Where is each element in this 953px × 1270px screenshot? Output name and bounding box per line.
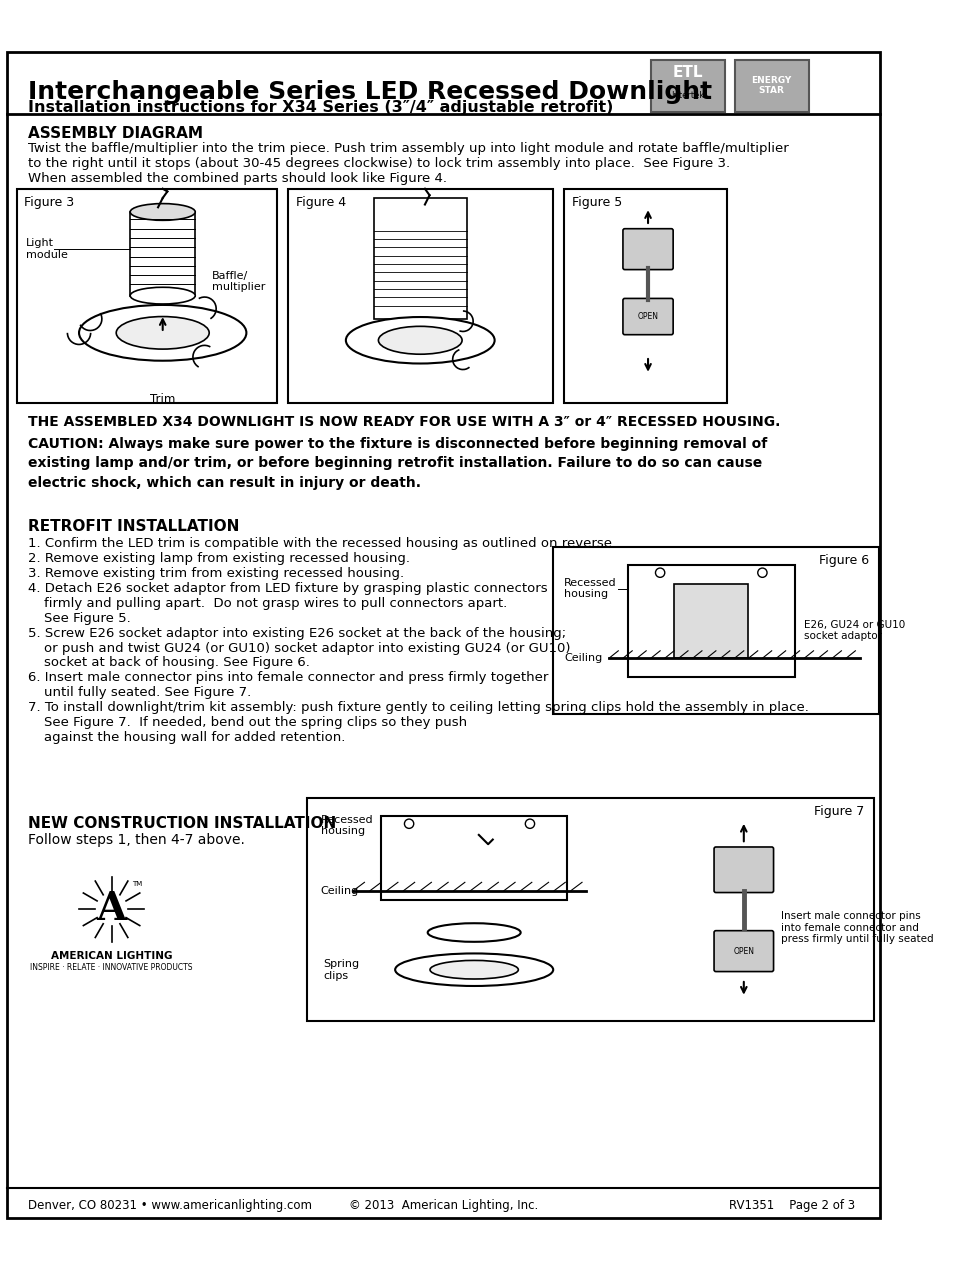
Text: ENERGY
STAR: ENERGY STAR <box>751 76 791 95</box>
Text: against the housing wall for added retention.: against the housing wall for added reten… <box>44 730 345 744</box>
Text: Figure 3: Figure 3 <box>24 196 74 210</box>
FancyBboxPatch shape <box>622 229 673 269</box>
Ellipse shape <box>130 203 195 220</box>
Text: OPEN: OPEN <box>637 311 658 320</box>
Bar <box>130 212 195 296</box>
Ellipse shape <box>378 326 461 354</box>
Text: ASSEMBLY DIAGRAM: ASSEMBLY DIAGRAM <box>28 127 203 141</box>
Text: Figure 5: Figure 5 <box>571 196 621 210</box>
Text: Trim: Trim <box>150 394 175 406</box>
Ellipse shape <box>427 923 520 942</box>
Bar <box>381 817 566 900</box>
Text: Recessed
housing: Recessed housing <box>320 815 373 837</box>
Text: Installation instructions for X34 Series (3″/4″ adjustable retrofit): Installation instructions for X34 Series… <box>28 100 613 116</box>
Text: A: A <box>96 890 127 928</box>
Circle shape <box>404 819 414 828</box>
Text: socket at back of housing. See Figure 6.: socket at back of housing. See Figure 6. <box>44 657 310 669</box>
Text: 2. Remove existing lamp from existing recessed housing.: 2. Remove existing lamp from existing re… <box>28 552 410 565</box>
Bar <box>307 798 873 1021</box>
Bar <box>17 189 276 403</box>
Text: RV1351    Page 2 of 3: RV1351 Page 2 of 3 <box>728 1199 855 1213</box>
Bar <box>564 189 726 403</box>
Bar <box>650 61 724 112</box>
FancyBboxPatch shape <box>622 298 673 335</box>
Text: OPEN: OPEN <box>733 946 754 955</box>
Text: Figure 7: Figure 7 <box>814 805 863 818</box>
Text: Light
module: Light module <box>26 239 68 260</box>
Ellipse shape <box>346 318 494 363</box>
Bar <box>553 546 878 714</box>
Bar <box>374 198 466 319</box>
Circle shape <box>655 568 664 578</box>
Bar <box>288 189 553 403</box>
Bar <box>674 584 748 658</box>
FancyBboxPatch shape <box>713 931 773 972</box>
Ellipse shape <box>130 287 195 304</box>
Text: Recessed
housing: Recessed housing <box>564 578 617 599</box>
Text: 5. Screw E26 socket adaptor into existing E26 socket at the back of the housing;: 5. Screw E26 socket adaptor into existin… <box>28 626 565 640</box>
Text: 3. Remove existing trim from existing recessed housing.: 3. Remove existing trim from existing re… <box>28 568 403 580</box>
Ellipse shape <box>395 954 553 986</box>
Text: until fully seated. See Figure 7.: until fully seated. See Figure 7. <box>44 686 251 700</box>
Text: ETL: ETL <box>672 65 702 80</box>
Text: Figure 6: Figure 6 <box>819 554 868 568</box>
Text: NEW CONSTRUCTION INSTALLATION: NEW CONSTRUCTION INSTALLATION <box>28 817 335 832</box>
Text: 4. Detach E26 socket adaptor from LED fixture by grasping plastic connectors: 4. Detach E26 socket adaptor from LED fi… <box>28 582 547 596</box>
Ellipse shape <box>116 316 209 349</box>
Circle shape <box>525 819 534 828</box>
Ellipse shape <box>430 960 517 979</box>
Ellipse shape <box>79 305 246 361</box>
Text: firmly and pulling apart.  Do not grasp wires to pull connectors apart.: firmly and pulling apart. Do not grasp w… <box>44 597 506 610</box>
Bar <box>734 61 808 112</box>
Text: INSPIRE · RELATE · INNOVATIVE PRODUCTS: INSPIRE · RELATE · INNOVATIVE PRODUCTS <box>30 963 193 973</box>
Text: Twist the baffle/multiplier into the trim piece. Push trim assembly up into ligh: Twist the baffle/multiplier into the tri… <box>28 142 788 185</box>
Text: Baffle/
multiplier: Baffle/ multiplier <box>212 271 265 292</box>
Text: Intertek: Intertek <box>671 91 704 100</box>
Text: RETROFIT INSTALLATION: RETROFIT INSTALLATION <box>28 518 239 533</box>
Text: THE ASSEMBLED X34 DOWNLIGHT IS NOW READY FOR USE WITH A 3″ or 4″ RECESSED HOUSIN: THE ASSEMBLED X34 DOWNLIGHT IS NOW READY… <box>28 414 780 429</box>
Text: Ceiling: Ceiling <box>564 653 602 663</box>
Text: Ceiling: Ceiling <box>320 885 358 895</box>
Circle shape <box>757 568 766 578</box>
Text: Follow steps 1, then 4-7 above.: Follow steps 1, then 4-7 above. <box>28 833 245 847</box>
Text: See Figure 7.  If needed, bend out the spring clips so they push: See Figure 7. If needed, bend out the sp… <box>44 716 466 729</box>
Text: E26, GU24 or GU10
socket adaptor: E26, GU24 or GU10 socket adaptor <box>803 620 904 641</box>
Text: AMERICAN LIGHTING: AMERICAN LIGHTING <box>51 951 172 961</box>
Text: 7. To install downlight/trim kit assembly: push fixture gently to ceiling lettin: 7. To install downlight/trim kit assembl… <box>28 701 808 714</box>
Text: Figure 4: Figure 4 <box>295 196 345 210</box>
Text: Interchangeable Series LED Recessed Downlight: Interchangeable Series LED Recessed Down… <box>28 80 711 104</box>
Text: TM: TM <box>132 881 142 888</box>
Text: or push and twist GU24 (or GU10) socket adaptor into existing GU24 (or GU10): or push and twist GU24 (or GU10) socket … <box>44 641 570 654</box>
Text: © 2013  American Lighting, Inc.: © 2013 American Lighting, Inc. <box>349 1199 537 1213</box>
Text: Insert male connector pins
into female connector and
press firmly until fully se: Insert male connector pins into female c… <box>781 912 933 945</box>
Bar <box>627 565 794 677</box>
Text: CAUTION: Always make sure power to the fixture is disconnected before beginning : CAUTION: Always make sure power to the f… <box>28 437 766 490</box>
Text: Spring
clips: Spring clips <box>323 959 359 980</box>
Text: See Figure 5.: See Figure 5. <box>44 612 131 625</box>
Text: 6. Insert male connector pins into female connector and press firmly together: 6. Insert male connector pins into femal… <box>28 672 548 685</box>
Text: 1. Confirm the LED trim is compatible with the recessed housing as outlined on r: 1. Confirm the LED trim is compatible wi… <box>28 537 616 550</box>
Text: Denver, CO 80231 • www.americanlighting.com: Denver, CO 80231 • www.americanlighting.… <box>28 1199 312 1213</box>
FancyBboxPatch shape <box>713 847 773 893</box>
